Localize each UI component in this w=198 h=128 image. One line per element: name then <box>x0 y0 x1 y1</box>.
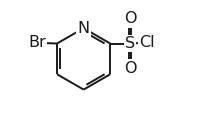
Text: S: S <box>125 36 135 51</box>
Text: O: O <box>124 61 136 76</box>
Text: Cl: Cl <box>140 35 155 50</box>
Text: Br: Br <box>28 35 46 50</box>
Text: N: N <box>78 21 90 36</box>
Text: O: O <box>124 11 136 26</box>
